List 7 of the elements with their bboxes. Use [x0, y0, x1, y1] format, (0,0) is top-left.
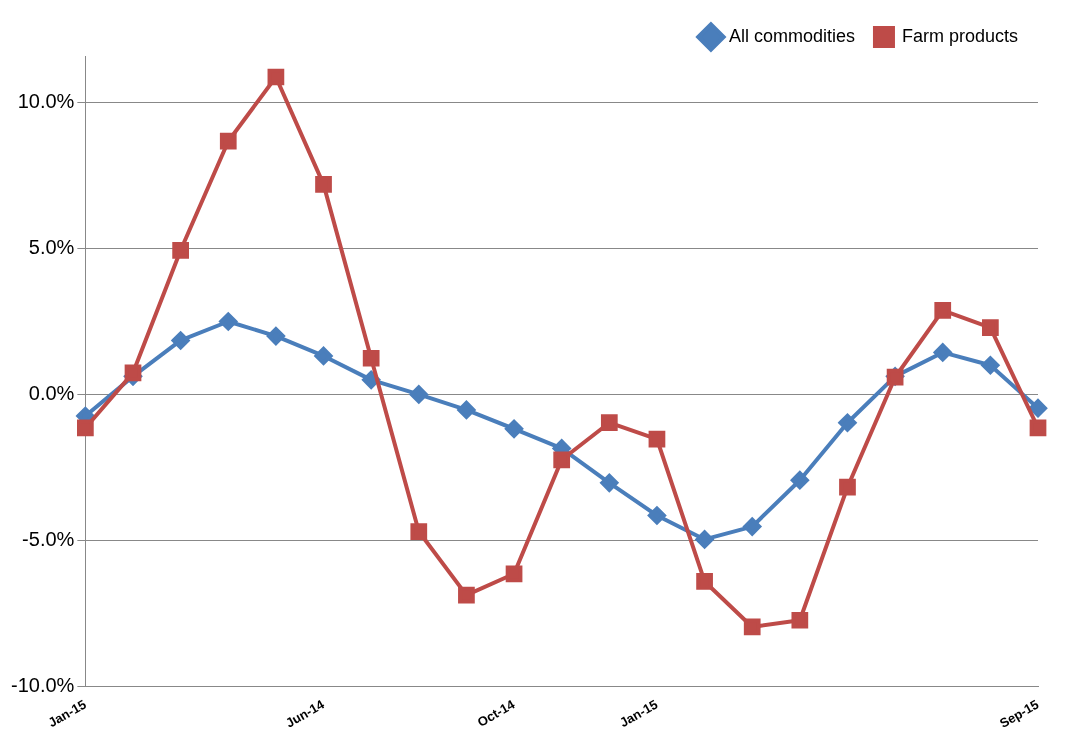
legend-label: Farm products: [901, 25, 1019, 46]
y-tick-label: 5.0%: [28, 236, 75, 259]
y-tick-label: 10.0%: [17, 90, 75, 113]
y-tick-label: -10.0%: [10, 673, 75, 696]
y-tick-label: 0.0%: [28, 381, 75, 404]
y-tick-label: -5.0%: [22, 527, 75, 550]
legend-label: All commodities: [728, 25, 855, 46]
